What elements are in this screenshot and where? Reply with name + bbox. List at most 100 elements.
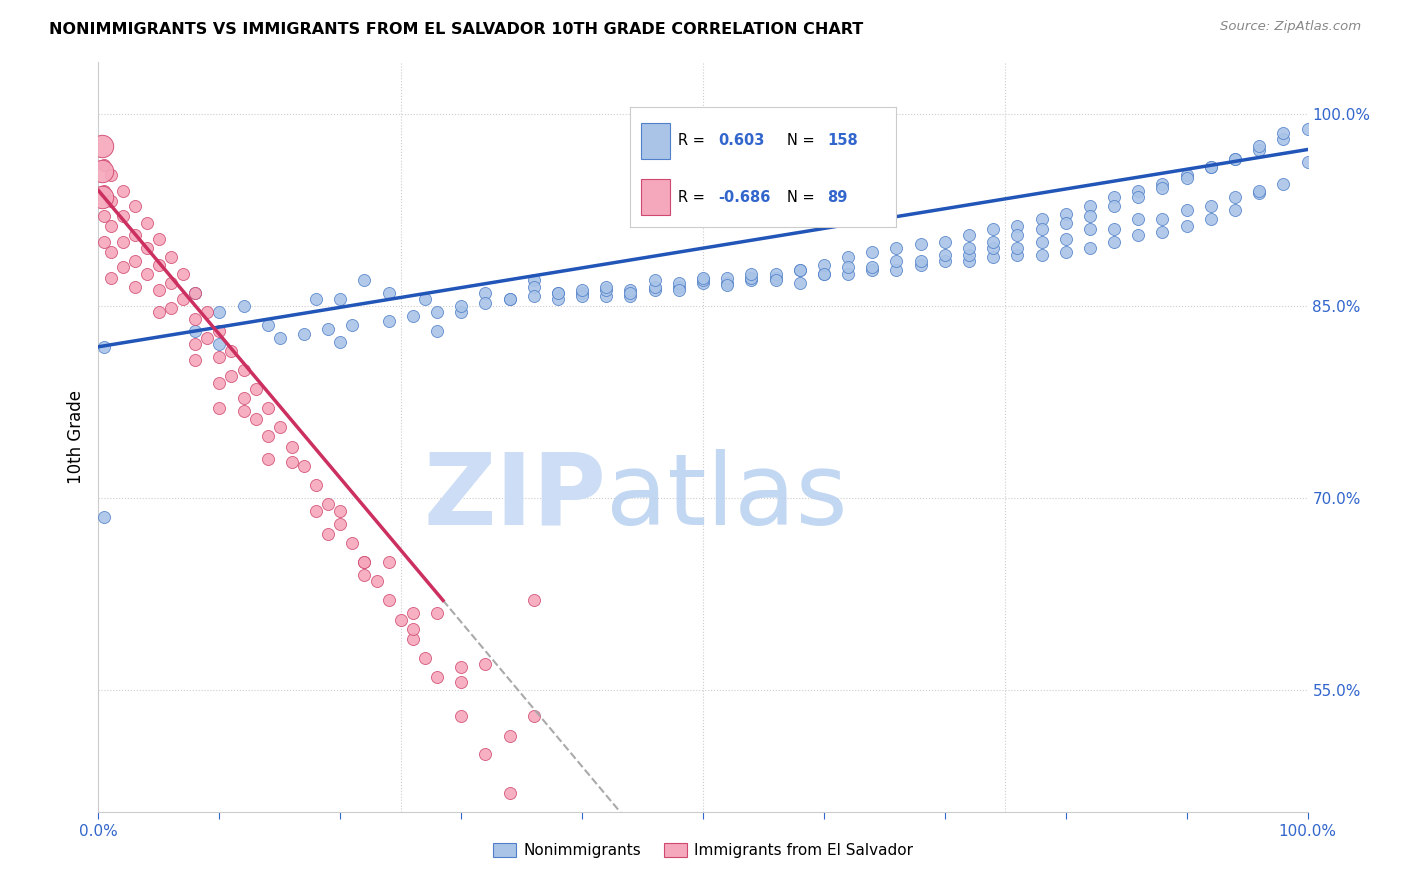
Point bbox=[1272, 132, 1295, 146]
Point bbox=[91, 138, 114, 153]
Point bbox=[1128, 211, 1150, 226]
Point bbox=[450, 305, 472, 319]
Point bbox=[1102, 235, 1125, 249]
Point bbox=[692, 276, 714, 290]
Point bbox=[1199, 161, 1222, 175]
Point bbox=[547, 285, 569, 300]
Point bbox=[1007, 228, 1029, 243]
Point bbox=[93, 158, 115, 172]
Point bbox=[1296, 122, 1319, 136]
Point bbox=[716, 270, 738, 285]
Point bbox=[256, 452, 278, 467]
Point bbox=[595, 288, 617, 302]
Point bbox=[245, 411, 267, 425]
Point bbox=[1175, 219, 1198, 234]
Point bbox=[571, 284, 593, 298]
Point bbox=[1102, 190, 1125, 204]
Point bbox=[184, 285, 207, 300]
Point bbox=[329, 293, 352, 307]
Point bbox=[523, 708, 546, 723]
Point bbox=[886, 241, 908, 255]
Point bbox=[305, 478, 328, 492]
Point bbox=[1223, 152, 1246, 166]
Point bbox=[1272, 126, 1295, 140]
Point bbox=[111, 260, 134, 275]
Point bbox=[232, 299, 254, 313]
Point bbox=[342, 535, 364, 549]
Point bbox=[644, 279, 666, 293]
Point bbox=[1102, 222, 1125, 236]
Point bbox=[1128, 228, 1150, 243]
Point bbox=[124, 228, 146, 243]
Point bbox=[91, 190, 114, 204]
Point bbox=[644, 284, 666, 298]
Point bbox=[619, 285, 641, 300]
Point bbox=[426, 325, 449, 339]
Point bbox=[981, 241, 1004, 255]
Point bbox=[934, 254, 956, 268]
Point bbox=[860, 260, 883, 275]
Point bbox=[195, 305, 218, 319]
Point bbox=[93, 184, 115, 198]
Point bbox=[1249, 184, 1271, 198]
Point bbox=[957, 247, 980, 261]
Point bbox=[402, 632, 425, 646]
Point bbox=[450, 660, 472, 674]
Point bbox=[789, 263, 811, 277]
Text: Source: ZipAtlas.com: Source: ZipAtlas.com bbox=[1220, 20, 1361, 33]
Point bbox=[329, 516, 352, 531]
Point bbox=[1199, 199, 1222, 213]
Point bbox=[148, 258, 170, 272]
Point bbox=[195, 331, 218, 345]
Point bbox=[934, 247, 956, 261]
Point bbox=[148, 305, 170, 319]
Point bbox=[813, 267, 835, 281]
Point bbox=[1223, 190, 1246, 204]
Point bbox=[837, 267, 859, 281]
Legend: Nonimmigrants, Immigrants from El Salvador: Nonimmigrants, Immigrants from El Salvad… bbox=[486, 837, 920, 864]
Point bbox=[316, 497, 339, 511]
Point bbox=[124, 279, 146, 293]
Point bbox=[135, 267, 157, 281]
Point bbox=[232, 404, 254, 418]
Point bbox=[837, 250, 859, 264]
Point bbox=[957, 228, 980, 243]
Point bbox=[740, 270, 762, 285]
Point bbox=[619, 288, 641, 302]
Point bbox=[910, 254, 932, 268]
Point bbox=[269, 420, 291, 434]
Point bbox=[148, 284, 170, 298]
Point bbox=[366, 574, 388, 589]
Point bbox=[957, 254, 980, 268]
Point bbox=[1199, 161, 1222, 175]
Point bbox=[692, 270, 714, 285]
Point bbox=[160, 301, 183, 316]
Point bbox=[413, 651, 436, 665]
Point bbox=[1152, 225, 1174, 239]
Point bbox=[93, 209, 115, 223]
Point bbox=[1128, 184, 1150, 198]
Point bbox=[402, 606, 425, 620]
Point bbox=[184, 285, 207, 300]
Point bbox=[450, 708, 472, 723]
Point bbox=[1054, 232, 1077, 246]
Text: atlas: atlas bbox=[606, 449, 848, 546]
Point bbox=[111, 235, 134, 249]
Point bbox=[100, 194, 122, 208]
Point bbox=[1031, 211, 1053, 226]
Point bbox=[208, 325, 231, 339]
Point bbox=[1223, 152, 1246, 166]
Point bbox=[1078, 241, 1101, 255]
Point bbox=[232, 391, 254, 405]
Point bbox=[426, 606, 449, 620]
Point bbox=[789, 263, 811, 277]
Point bbox=[269, 331, 291, 345]
Point bbox=[910, 237, 932, 252]
Point bbox=[353, 273, 375, 287]
Point bbox=[1199, 211, 1222, 226]
Point bbox=[837, 260, 859, 275]
Point bbox=[1054, 206, 1077, 220]
Point bbox=[305, 293, 328, 307]
Text: NONIMMIGRANTS VS IMMIGRANTS FROM EL SALVADOR 10TH GRADE CORRELATION CHART: NONIMMIGRANTS VS IMMIGRANTS FROM EL SALV… bbox=[49, 22, 863, 37]
Point bbox=[474, 747, 496, 761]
